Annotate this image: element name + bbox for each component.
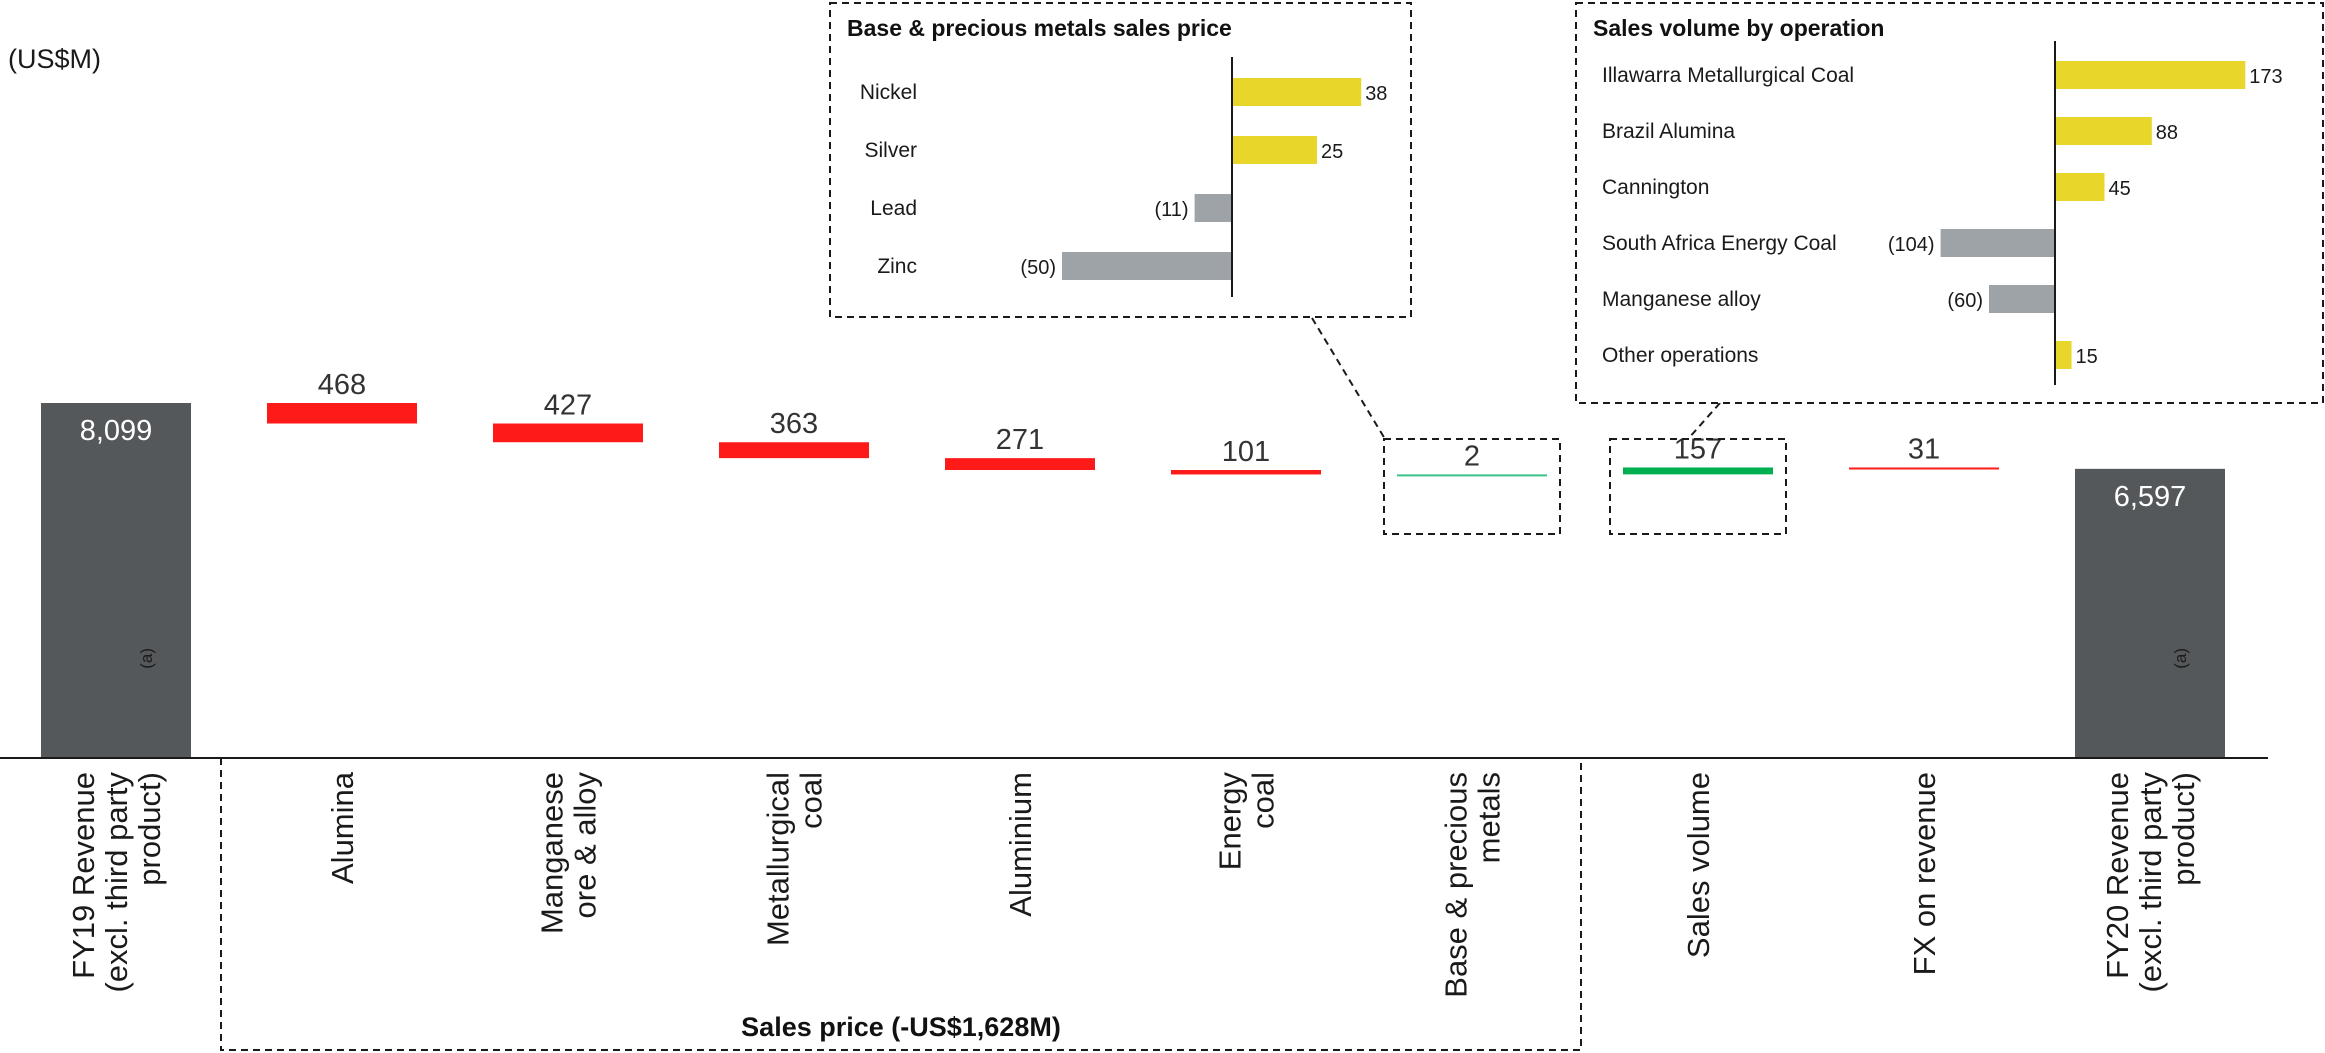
waterfall-bar <box>267 403 417 424</box>
inset-bar <box>1232 78 1362 106</box>
inset-bar <box>1989 285 2055 313</box>
inset-title: Base & precious metals sales price <box>847 15 1232 41</box>
inset-category-label: Lead <box>870 197 917 220</box>
waterfall-bar <box>2075 468 2225 758</box>
bar-value-label: 271 <box>996 424 1044 456</box>
bar-value-label: 2 <box>1464 440 1480 472</box>
inset-category-label: Silver <box>864 139 917 162</box>
category-label: Alumina <box>325 771 360 884</box>
category-label: Manganese <box>535 772 570 934</box>
inset-connector <box>1311 317 1386 440</box>
category-label: coal <box>1246 772 1281 829</box>
inset-value-label: 88 <box>2156 122 2178 144</box>
bar-value-label: 363 <box>770 408 818 440</box>
footnote-marker: (a) <box>2171 648 2190 669</box>
category-label: Energy <box>1213 772 1248 871</box>
waterfall-bar <box>493 423 643 443</box>
category-label: metals <box>1472 772 1507 863</box>
category-label: Metallurgical <box>761 772 796 946</box>
inset-value-label: (50) <box>1020 257 1056 279</box>
footnote-marker: (a) <box>137 648 156 669</box>
bar-value-label: 6,597 <box>2114 481 2187 513</box>
category-label: product) <box>132 772 167 886</box>
inset-value-label: 15 <box>2076 346 2098 368</box>
inset-bar <box>1232 136 1317 164</box>
sales-price-group-label: Sales price (-US$1,628M) <box>741 1012 1061 1042</box>
waterfall-bar <box>1397 474 1547 477</box>
category-label: Sales volume <box>1681 772 1716 958</box>
inset-value-label: 45 <box>2109 178 2131 200</box>
category-label: ore & alloy <box>568 772 603 919</box>
bar-value-label: 101 <box>1222 436 1270 468</box>
category-label: Aluminium <box>1003 772 1038 917</box>
inset-connector <box>1687 402 1721 440</box>
sales-price-group-bracket <box>220 758 1582 1051</box>
inset-bar <box>1062 252 1232 280</box>
inset-bar <box>1940 229 2055 257</box>
bar-value-label: 31 <box>1908 433 1940 465</box>
highlight-box-sales-volume <box>1609 438 1787 535</box>
inset-category-label: Other operations <box>1602 344 1758 367</box>
inset-bar <box>1194 194 1232 222</box>
inset-category-label: Cannington <box>1602 176 1709 199</box>
bar-value-label: 468 <box>318 369 366 401</box>
category-label: product) <box>2166 772 2201 886</box>
inset-bar <box>2055 117 2152 145</box>
inset-category-label: Manganese alloy <box>1602 288 1761 311</box>
category-label: (excl. third party <box>99 772 134 993</box>
inset-title: Sales volume by operation <box>1593 15 1884 41</box>
category-label: coal <box>794 772 829 829</box>
category-label: FY19 Revenue <box>66 772 101 979</box>
waterfall-bar <box>41 403 191 758</box>
waterfall-bar <box>1623 467 1773 475</box>
waterfall-bar <box>945 458 1095 471</box>
waterfall-bar <box>1849 467 1999 470</box>
bar-value-label: 8,099 <box>80 415 153 447</box>
inset-bar <box>2055 173 2105 201</box>
inset-bar <box>2055 341 2072 369</box>
inset-category-label: Brazil Alumina <box>1602 120 1735 143</box>
inset-category-label: South Africa Energy Coal <box>1602 232 1837 255</box>
category-label: Base & precious <box>1439 772 1474 998</box>
inset-value-label: 25 <box>1321 141 1343 163</box>
inset-category-label: Nickel <box>860 81 917 104</box>
inset-value-label: 38 <box>1365 83 1387 105</box>
highlight-box-base-precious <box>1383 438 1561 535</box>
bar-value-label: 427 <box>544 390 592 422</box>
inset-value-label: 173 <box>2249 66 2282 88</box>
inset-category-label: Zinc <box>877 255 917 278</box>
inset-value-label: (104) <box>1888 234 1935 256</box>
inset-category-label: Illawarra Metallurgical Coal <box>1602 64 1854 87</box>
unit-label: (US$M) <box>8 44 101 74</box>
inset-bar <box>2055 61 2246 89</box>
category-label: (excl. third party <box>2133 772 2168 993</box>
category-label: FY20 Revenue <box>2100 772 2135 979</box>
waterfall-bar <box>1171 470 1321 475</box>
inset-value-label: (11) <box>1155 199 1189 221</box>
inset-value-label: (60) <box>1947 290 1983 312</box>
category-label: FX on revenue <box>1907 772 1942 975</box>
waterfall-bar <box>719 442 869 459</box>
